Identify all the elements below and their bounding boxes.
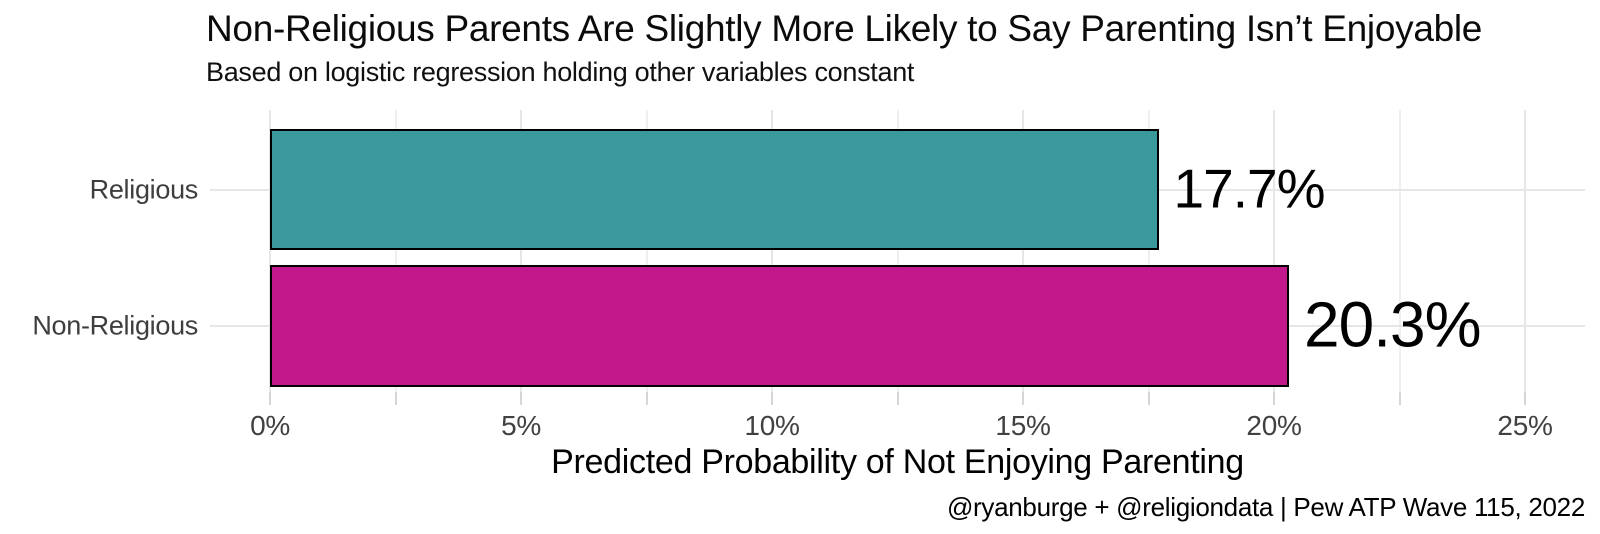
x-tick-label-15: 15%: [995, 410, 1051, 441]
major-gridline: [1524, 110, 1526, 392]
x-tick-mark: [1524, 392, 1526, 405]
bar-religious: [270, 129, 1159, 250]
plot-panel: 17.7% 20.3%: [210, 110, 1585, 392]
minor-gridline: [896, 110, 899, 392]
x-tick-label-5: 5%: [501, 410, 541, 441]
y-axis-label-religious: Religious: [89, 174, 199, 204]
x-tick-mark: [1273, 392, 1275, 405]
value-label-non-religious: 20.3%: [1304, 288, 1481, 361]
x-tick-mark: [520, 392, 522, 405]
chart-caption: @ryanburge + @religiondata | Pew ATP Wav…: [946, 492, 1585, 522]
chart-subtitle: Based on logistic regression holding oth…: [206, 57, 915, 87]
x-tick-mark: [1147, 392, 1150, 405]
major-gridline: [1273, 110, 1275, 392]
x-tick-mark: [645, 392, 648, 405]
major-gridline: [771, 110, 773, 392]
bar-non-religious: [270, 265, 1290, 387]
major-gridline: [520, 110, 522, 392]
x-tick-mark: [1022, 392, 1024, 405]
minor-gridline: [1147, 110, 1150, 392]
major-gridline: [269, 110, 271, 392]
x-tick-label-0: 0%: [250, 410, 290, 441]
x-tick-mark: [394, 392, 397, 405]
chart-title: Non-Religious Parents Are Slightly More …: [206, 8, 1483, 49]
x-tick-mark: [269, 392, 271, 405]
x-tick-label-25: 25%: [1497, 410, 1553, 441]
minor-gridline: [645, 110, 648, 392]
x-tick-label-20: 20%: [1246, 410, 1302, 441]
y-axis-label-non-religious: Non-Religious: [32, 310, 198, 341]
value-label-religious: 17.7%: [1173, 157, 1326, 220]
major-gridline: [1022, 110, 1024, 392]
x-axis-title: Predicted Probability of Not Enjoying Pa…: [551, 443, 1244, 481]
x-tick-mark: [771, 392, 773, 405]
x-tick-mark: [1398, 392, 1401, 405]
minor-gridline: [394, 110, 397, 392]
x-tick-mark: [896, 392, 899, 405]
x-tick-label-10: 10%: [744, 410, 800, 441]
minor-gridline: [1398, 110, 1401, 392]
